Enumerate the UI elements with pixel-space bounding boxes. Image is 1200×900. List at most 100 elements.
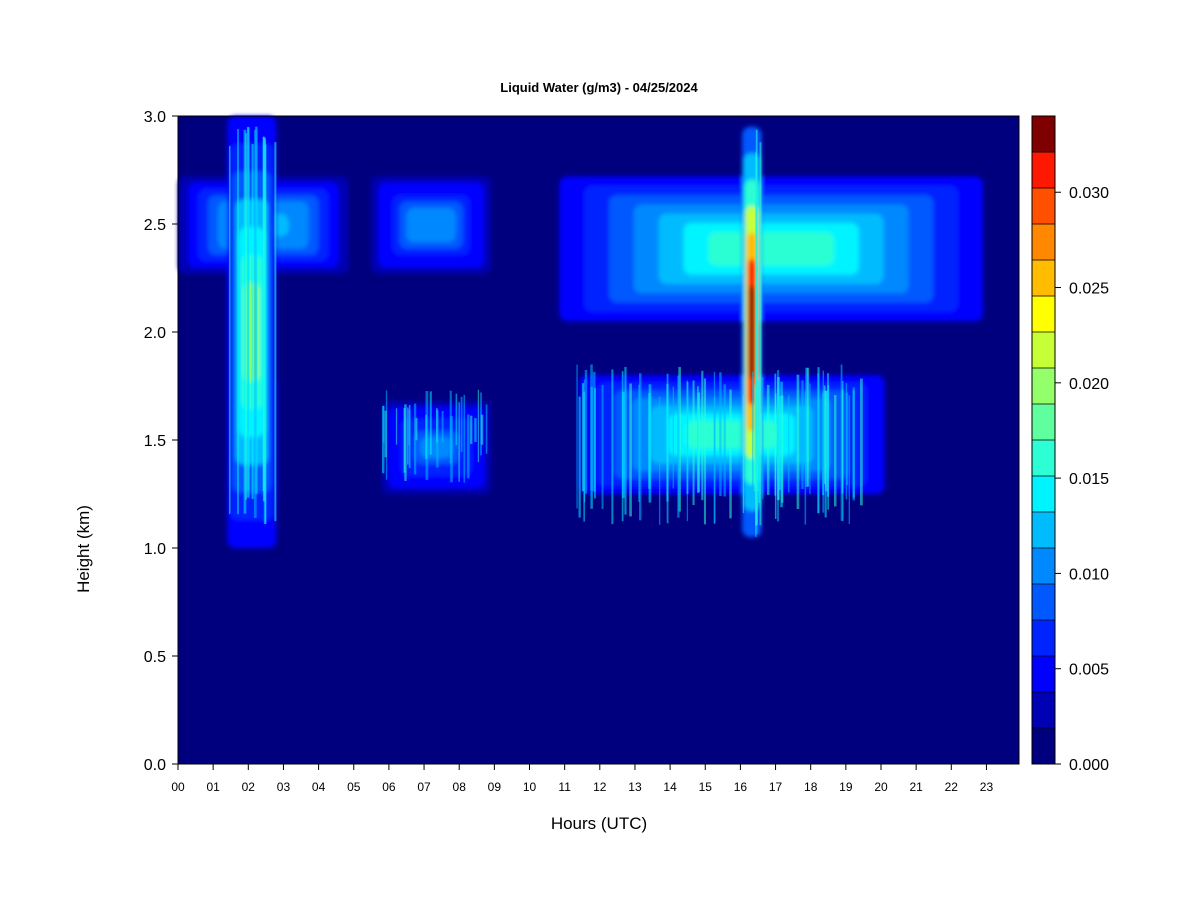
colorbar-bin <box>1032 512 1055 549</box>
y-tick-label: 1.0 <box>144 541 166 558</box>
x-tick-label: 08 <box>453 780 467 794</box>
x-tick-label: 10 <box>523 780 537 794</box>
cloud-streak <box>455 393 458 446</box>
cloud-streak <box>384 410 387 458</box>
y-tick-label: 3.0 <box>144 109 166 126</box>
cloud-streak <box>666 373 669 524</box>
cloud-streak <box>781 395 784 503</box>
colorbar-tick-label: 0.030 <box>1069 185 1109 202</box>
cloud-streak <box>228 145 231 514</box>
x-tick-label: 17 <box>769 780 783 794</box>
cloud-streak <box>758 380 761 503</box>
cloud-streak <box>677 375 680 518</box>
y-axis-label: Height (km) <box>74 505 93 593</box>
x-tick-label: 12 <box>593 780 607 794</box>
y-tick-label: 2.5 <box>144 217 166 234</box>
cloud-streak <box>805 367 808 487</box>
colorbar-bin <box>1032 368 1055 405</box>
heatmap-plot-area <box>177 115 1020 765</box>
colorbar-bin <box>1032 548 1055 585</box>
cloud-streak <box>578 396 581 518</box>
cloud-streak <box>408 409 411 446</box>
cloud-streak <box>766 384 770 495</box>
y-tick-label: 2.0 <box>144 325 166 342</box>
colorbar-tick-label: 0.005 <box>1069 662 1109 679</box>
cloud-streak <box>594 387 596 499</box>
x-tick-label: 02 <box>242 780 256 794</box>
cloud-streak <box>576 364 578 509</box>
cloud-streak <box>458 402 460 482</box>
cloud-streak <box>474 418 477 442</box>
colorbar-bin <box>1032 152 1055 189</box>
colorbar-bin <box>1032 692 1055 729</box>
cloud-streak <box>639 373 642 521</box>
cloud-streak <box>823 385 826 485</box>
x-tick-label: 05 <box>347 780 361 794</box>
cloud-streak <box>846 392 848 486</box>
cloud-streak <box>658 396 661 525</box>
cloud-streak <box>245 133 247 500</box>
cloud-streak <box>817 367 820 514</box>
cloud-streak <box>672 386 675 489</box>
cloud-streak <box>753 384 756 492</box>
colorbar-bin <box>1032 440 1055 477</box>
colorbar-bin <box>1032 332 1055 369</box>
cloud-streak <box>584 369 588 494</box>
x-tick-label: 18 <box>804 780 818 794</box>
cloud-streak <box>403 407 406 473</box>
cloud-streaks <box>228 126 863 537</box>
x-tick-label: 06 <box>382 780 396 794</box>
colorbar-tick-label: 0.000 <box>1069 757 1109 774</box>
cloud-streak <box>382 405 385 443</box>
colorbar-bin <box>1032 296 1055 333</box>
x-tick-label: 21 <box>909 780 923 794</box>
cloud-streak <box>762 377 764 500</box>
cloud-streak <box>470 415 473 444</box>
cloud-streak <box>713 371 716 525</box>
cloud-streak <box>751 371 754 502</box>
cloud-streak <box>274 142 277 522</box>
cloud-streak <box>485 404 488 454</box>
colorbar-tick-label: 0.015 <box>1069 471 1109 488</box>
y-tick-label: 0.0 <box>144 757 166 774</box>
cloud-streak <box>450 415 453 483</box>
colorbar: 0.000 0.005 0.010 0.015 0.020 0.025 0.030 <box>1031 115 1109 774</box>
x-tick-label: 03 <box>277 780 291 794</box>
colorbar-bin <box>1032 656 1055 693</box>
cloud-streak <box>686 381 689 494</box>
colorbar-bin <box>1032 584 1055 621</box>
cloud-streak <box>824 390 827 518</box>
colorbar-tick-label: 0.020 <box>1069 376 1109 393</box>
cloud-streak <box>590 364 593 491</box>
x-axis: 00 01 02 03 04 05 06 07 08 09 10 11 12 13 14 15 16 17 18 19… <box>171 764 993 794</box>
cloud-streak <box>845 382 848 500</box>
x-tick-label: 16 <box>734 780 748 794</box>
cloud-streak <box>407 407 409 465</box>
cloud-streak <box>480 414 484 445</box>
cloud-streak <box>848 395 850 524</box>
cloud-streak <box>860 378 863 506</box>
x-axis-label: Hours (UTC) <box>551 814 647 833</box>
colorbar-tick-label: 0.010 <box>1069 566 1109 583</box>
cloud-layer-band <box>413 213 449 237</box>
colorbar-bin <box>1032 620 1055 657</box>
colorbar-bin <box>1032 728 1055 765</box>
cloud-streak <box>441 410 444 443</box>
cloud-streak <box>852 387 855 501</box>
cloud-streak <box>827 385 830 510</box>
cloud-streak <box>629 383 632 517</box>
cloud-streak <box>648 384 652 503</box>
cloud-layer-band <box>748 285 755 379</box>
cloud-streak <box>429 391 432 455</box>
cloud-streak <box>581 383 585 492</box>
x-tick-label: 19 <box>839 780 853 794</box>
cloud-streak <box>611 369 614 525</box>
cloud-streak <box>701 370 704 501</box>
cloud-streak <box>719 372 722 497</box>
cloud-streak <box>460 396 463 452</box>
x-tick-label: 13 <box>628 780 642 794</box>
colorbar-bin <box>1032 224 1055 261</box>
colorbar-border <box>1031 115 1056 765</box>
x-tick-label: 20 <box>874 780 888 794</box>
cloud-streak <box>415 417 418 441</box>
